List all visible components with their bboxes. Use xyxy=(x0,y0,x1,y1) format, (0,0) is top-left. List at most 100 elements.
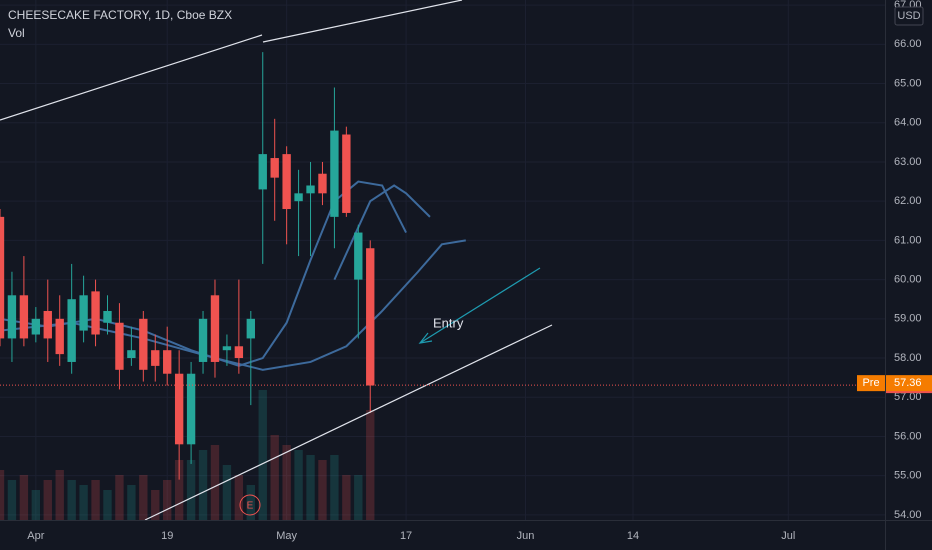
candle-body xyxy=(198,318,208,362)
candle-body xyxy=(127,350,136,359)
candle-body xyxy=(67,299,76,362)
pre-price: 57.36 xyxy=(894,377,922,389)
volume-bar xyxy=(234,475,244,520)
volume-bar xyxy=(31,490,41,520)
y-tick-label: 62.00 xyxy=(894,195,922,207)
x-tick-label: Jun xyxy=(517,530,535,542)
volume-bar xyxy=(318,460,327,520)
y-tick-label: 67.00 xyxy=(894,0,922,11)
y-tick-label: 57.00 xyxy=(894,391,922,403)
x-tick-label: 19 xyxy=(161,530,173,542)
time-axis xyxy=(0,520,885,550)
volume-bar xyxy=(174,460,184,520)
candle-body xyxy=(115,322,124,370)
candle-body xyxy=(186,373,196,445)
trend-line xyxy=(0,34,263,121)
candle-body xyxy=(354,232,363,280)
earnings-label: E xyxy=(247,501,254,512)
volume-bar xyxy=(67,480,76,520)
volume-bar xyxy=(342,475,351,520)
volume-bar xyxy=(0,470,5,520)
candle-body xyxy=(151,350,160,366)
currency: USD xyxy=(897,10,920,22)
annotation: Entry xyxy=(433,315,464,330)
x-tick-label: Apr xyxy=(27,530,44,542)
earnings-marker[interactable] xyxy=(239,494,261,516)
volume-bar xyxy=(163,480,172,520)
volume-bar xyxy=(139,475,148,520)
volume-bar xyxy=(19,475,29,520)
candle-body xyxy=(246,318,255,339)
x-tick-label: 14 xyxy=(627,530,639,542)
candle-body xyxy=(318,173,327,194)
y-tick-label: 55.00 xyxy=(894,470,922,482)
candle-body xyxy=(103,310,112,323)
volume-bar xyxy=(210,445,220,520)
candle-body xyxy=(79,295,88,331)
candle-body xyxy=(294,193,303,202)
currency-box[interactable] xyxy=(894,6,924,26)
trend-line xyxy=(144,324,553,521)
volume-bar xyxy=(222,465,232,520)
volume-bar xyxy=(115,475,124,520)
candle-layer xyxy=(0,52,375,480)
y-tick-label: 64.00 xyxy=(894,117,922,129)
arrow-head xyxy=(418,332,433,344)
volume-bar xyxy=(55,470,64,520)
candle-body xyxy=(270,158,279,178)
candle-body xyxy=(7,295,17,339)
volume-bar xyxy=(306,455,315,520)
volume-bar xyxy=(354,475,363,520)
x-tick-label: Jul xyxy=(781,530,795,542)
volume-bar xyxy=(127,485,136,520)
volume-bar xyxy=(258,390,267,520)
candle-body xyxy=(43,310,52,339)
volume-bar xyxy=(151,490,160,520)
candle-body xyxy=(234,346,244,359)
volume-bar xyxy=(294,450,303,520)
candle-body xyxy=(330,130,339,217)
y-tick-label: 63.00 xyxy=(894,156,922,168)
candle-body xyxy=(282,154,291,210)
candle-body xyxy=(139,318,148,370)
candle-body xyxy=(31,318,41,335)
candle-body xyxy=(174,373,184,445)
candle-body xyxy=(306,185,315,194)
x-tick-label: May xyxy=(276,530,297,542)
y-tick-label: 60.00 xyxy=(894,274,922,286)
candle-body xyxy=(163,350,172,374)
volume-bar xyxy=(366,410,375,520)
drawings: Entry E xyxy=(0,0,553,521)
pre-tag: Pre xyxy=(862,377,879,389)
y-tick-label: 61.00 xyxy=(894,234,922,246)
volume-bar xyxy=(43,480,52,520)
volume-bar xyxy=(198,450,208,520)
y-tick-label: 59.00 xyxy=(894,313,922,325)
pre-tag-box xyxy=(857,375,885,392)
volume-bar xyxy=(282,445,291,520)
candle-body xyxy=(0,216,5,339)
y-tick-label: 56.00 xyxy=(894,430,922,442)
volume-bar xyxy=(103,490,112,520)
volume-bar xyxy=(246,485,255,520)
axes: 54.00 55.00 56.00 57.00 58.00 59.00 60.00 61.00… xyxy=(27,0,921,542)
trend-line xyxy=(262,0,463,43)
volume-bar xyxy=(186,460,196,520)
candle-body xyxy=(91,291,100,335)
volume-bar xyxy=(270,435,279,520)
y-tick-label: 54.00 xyxy=(894,509,922,521)
x-tick-label: 17 xyxy=(400,530,412,542)
volume-bar xyxy=(79,485,88,520)
candle-body xyxy=(222,346,232,351)
arrow xyxy=(419,267,541,344)
volume-bar xyxy=(91,480,100,520)
candle-body xyxy=(55,318,64,355)
price-axis xyxy=(885,0,932,550)
volume-label: Vol xyxy=(8,26,25,40)
chart-title: CHEESECAKE FACTORY, 1D, Cboe BZX xyxy=(8,8,232,22)
y-tick-label: 58.00 xyxy=(894,352,922,364)
candle-body xyxy=(19,295,29,339)
